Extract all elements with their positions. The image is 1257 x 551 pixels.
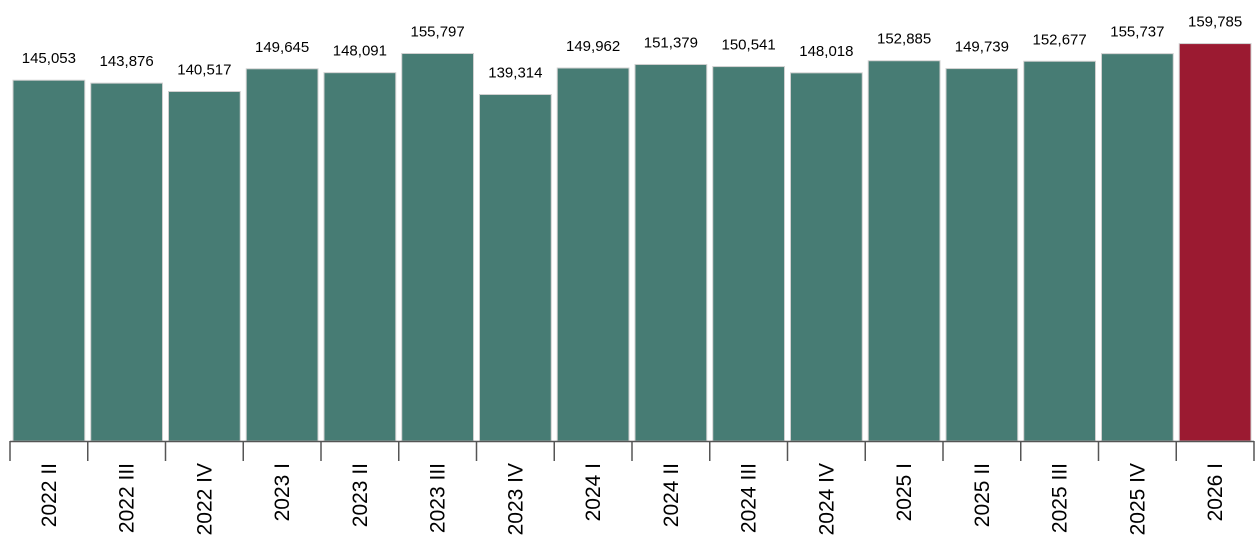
bar-value-label: 151,379: [644, 34, 698, 51]
bar-value-label: 159,785: [1188, 14, 1242, 31]
bar-value-label: 149,645: [255, 39, 309, 56]
x-tick-label: 2025 IV: [1126, 463, 1149, 535]
bar-value-label: 149,739: [955, 39, 1009, 56]
bars-layer: [12, 43, 1252, 442]
x-tick-label: 2022 IV: [193, 463, 216, 535]
bar-value-label: 145,053: [22, 50, 76, 67]
x-tick-label: 2022 III: [116, 463, 139, 533]
x-tick-label: 2024 IV: [815, 463, 838, 535]
x-tick-label: 2023 II: [349, 463, 372, 527]
bar: [401, 53, 474, 442]
bar-value-label: 148,018: [799, 43, 853, 60]
bar: [712, 66, 785, 442]
bar-value-label: 140,517: [177, 62, 231, 79]
x-tick-label: 2024 III: [738, 463, 761, 533]
bar-value-label: 148,091: [333, 43, 387, 60]
bar: [1101, 53, 1174, 442]
x-tick-label: 2025 III: [1049, 463, 1072, 533]
bar: [945, 68, 1019, 442]
value-labels-layer: 145,053 143,876 140,517 149,645 148,091 155,7…: [22, 14, 1242, 82]
x-tick-label: 2023 III: [427, 463, 450, 533]
x-axis: [9, 440, 1255, 461]
bar: [867, 60, 941, 442]
bar-value-label: 152,885: [877, 31, 931, 48]
x-tick-label: 2026 I: [1204, 463, 1227, 521]
x-tick-label: 2023 IV: [504, 463, 527, 535]
x-tick-label: 2025 I: [893, 463, 916, 521]
bar: [323, 72, 397, 442]
bar-value-label: 143,876: [100, 53, 154, 70]
tick-labels-layer: 2022 II 2022 III 2022 IV 2023 I 2023 II 2023 …: [38, 463, 1227, 535]
bar: [634, 63, 708, 442]
x-tick-label: 2025 II: [971, 463, 994, 527]
x-tick-label: 2024 II: [660, 463, 683, 527]
bar: [790, 72, 863, 442]
bar: [556, 67, 630, 442]
x-tick-label: 2023 I: [271, 463, 294, 521]
bar: [168, 91, 241, 442]
x-tick-label: 2024 I: [582, 463, 605, 521]
bar-value-label: 149,962: [566, 38, 620, 55]
bar: [90, 82, 163, 442]
bar: [12, 79, 86, 442]
bar-value-label: 139,314: [488, 64, 542, 81]
bar: [479, 93, 552, 442]
bar: [1023, 60, 1096, 442]
bar-value-label: 150,541: [722, 37, 776, 54]
x-tick-label: 2022 II: [38, 463, 61, 527]
bar: [1178, 43, 1252, 442]
bar: [245, 68, 319, 442]
bar-value-label: 155,737: [1110, 24, 1164, 41]
bar-value-label: 152,677: [1033, 31, 1087, 48]
bar-value-label: 155,797: [411, 24, 465, 41]
